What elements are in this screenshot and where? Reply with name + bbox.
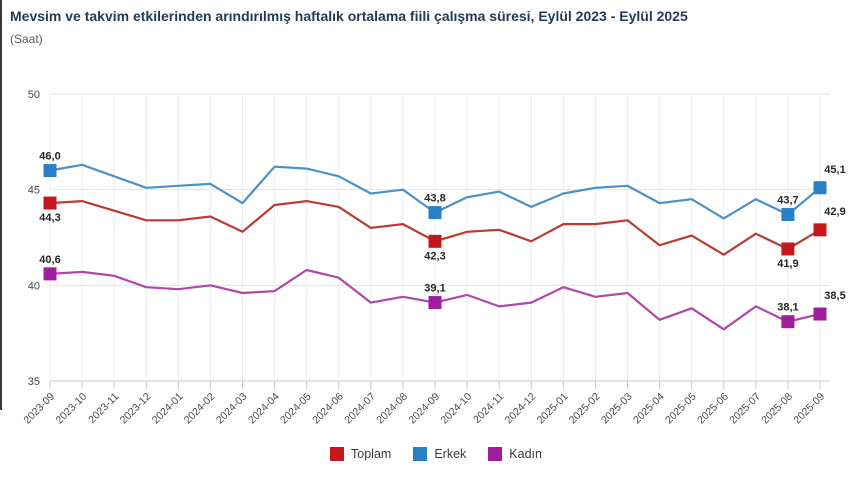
x-tick-label: 2024-11 xyxy=(471,391,506,426)
legend-label-toplam: Toplam xyxy=(351,447,392,461)
chart-subtitle: (Saat) xyxy=(10,32,43,46)
x-tick-label: 2025-02 xyxy=(567,391,603,427)
line-chart: 354045502023-092023-102023-112023-122024… xyxy=(21,89,845,427)
x-tick-label: 2023-09 xyxy=(21,391,57,427)
chart-legend: Toplam Erkek Kadın xyxy=(0,444,850,464)
marker-Kadın xyxy=(813,307,827,321)
x-tick-label: 2023-12 xyxy=(118,391,154,427)
marker-Kadın xyxy=(428,296,442,310)
x-tick-label: 2024-04 xyxy=(246,391,282,427)
data-label: 40,6 xyxy=(39,254,60,266)
legend-swatch-toplam xyxy=(330,447,345,461)
x-tick-label: 2023-11 xyxy=(86,391,121,426)
data-label: 45,1 xyxy=(824,164,845,176)
marker-Erkek xyxy=(428,206,442,220)
marker-Erkek xyxy=(781,208,795,222)
legend-item-toplam: Toplam xyxy=(330,447,391,461)
data-label: 38,1 xyxy=(777,302,798,314)
marker-Toplam xyxy=(428,234,442,248)
x-tick-label: 2024-08 xyxy=(374,391,410,427)
data-label: 43,8 xyxy=(424,193,445,205)
x-tick-label: 2024-06 xyxy=(310,391,346,427)
x-tick-label: 2023-10 xyxy=(53,391,89,427)
x-tick-label: 2024-12 xyxy=(503,391,539,427)
x-tick-label: 2025-05 xyxy=(663,391,699,427)
x-tick-label: 2025-06 xyxy=(695,391,731,427)
x-tick-label: 2025-08 xyxy=(759,391,795,427)
legend-swatch-kadin xyxy=(488,447,503,461)
data-label: 39,1 xyxy=(424,283,445,295)
legend-item-erkek: Erkek xyxy=(413,447,466,461)
chart-title: Mevsim ve takvim etkilerinden arındırılm… xyxy=(10,8,688,24)
x-tick-label: 2024-02 xyxy=(182,391,218,427)
data-label: 41,9 xyxy=(777,258,798,270)
legend-label-erkek: Erkek xyxy=(434,447,467,461)
x-tick-label: 2024-03 xyxy=(214,391,250,427)
x-tick-label: 2024-01 xyxy=(150,391,186,427)
data-label: 42,3 xyxy=(424,250,445,262)
x-tick-label: 2024-09 xyxy=(406,391,442,427)
x-tick-label: 2025-03 xyxy=(599,391,635,427)
y-tick-label: 35 xyxy=(28,376,40,388)
marker-Erkek xyxy=(43,164,57,178)
y-tick-label: 45 xyxy=(28,185,40,197)
data-label: 42,9 xyxy=(824,206,845,218)
legend-item-kadin: Kadın xyxy=(488,447,542,461)
data-label: 46,0 xyxy=(39,151,60,163)
marker-Toplam xyxy=(813,223,827,237)
x-tick-label: 2025-07 xyxy=(727,391,763,427)
marker-Toplam xyxy=(781,242,795,256)
x-tick-label: 2024-10 xyxy=(438,391,474,427)
data-label: 38,5 xyxy=(824,290,845,302)
data-label: 44,3 xyxy=(39,212,60,224)
y-tick-label: 40 xyxy=(28,280,40,292)
data-label: 43,7 xyxy=(777,195,798,207)
legend-label-kadin: Kadın xyxy=(509,447,542,461)
x-tick-label: 2024-05 xyxy=(278,391,314,427)
x-tick-label: 2024-07 xyxy=(342,391,378,427)
marker-Kadın xyxy=(781,315,795,329)
x-tick-label: 2025-01 xyxy=(535,391,571,427)
left-border xyxy=(0,0,2,410)
x-tick-label: 2025-09 xyxy=(791,391,827,427)
x-tick-label: 2025-04 xyxy=(631,391,667,427)
legend-swatch-erkek xyxy=(413,447,428,461)
marker-Toplam xyxy=(43,196,57,210)
marker-Kadın xyxy=(43,267,57,281)
marker-Erkek xyxy=(813,181,827,195)
y-tick-label: 50 xyxy=(28,89,40,101)
